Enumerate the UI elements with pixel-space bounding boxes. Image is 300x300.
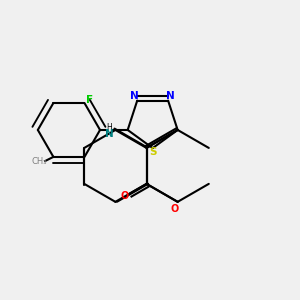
Text: N: N	[167, 92, 175, 101]
Text: S: S	[149, 147, 156, 157]
Text: N: N	[105, 129, 113, 139]
Text: O: O	[121, 191, 129, 201]
Text: N: N	[130, 92, 139, 101]
Text: F: F	[86, 94, 94, 105]
Text: O: O	[170, 204, 178, 214]
Text: H: H	[106, 123, 112, 132]
Text: CH₃: CH₃	[32, 157, 47, 166]
